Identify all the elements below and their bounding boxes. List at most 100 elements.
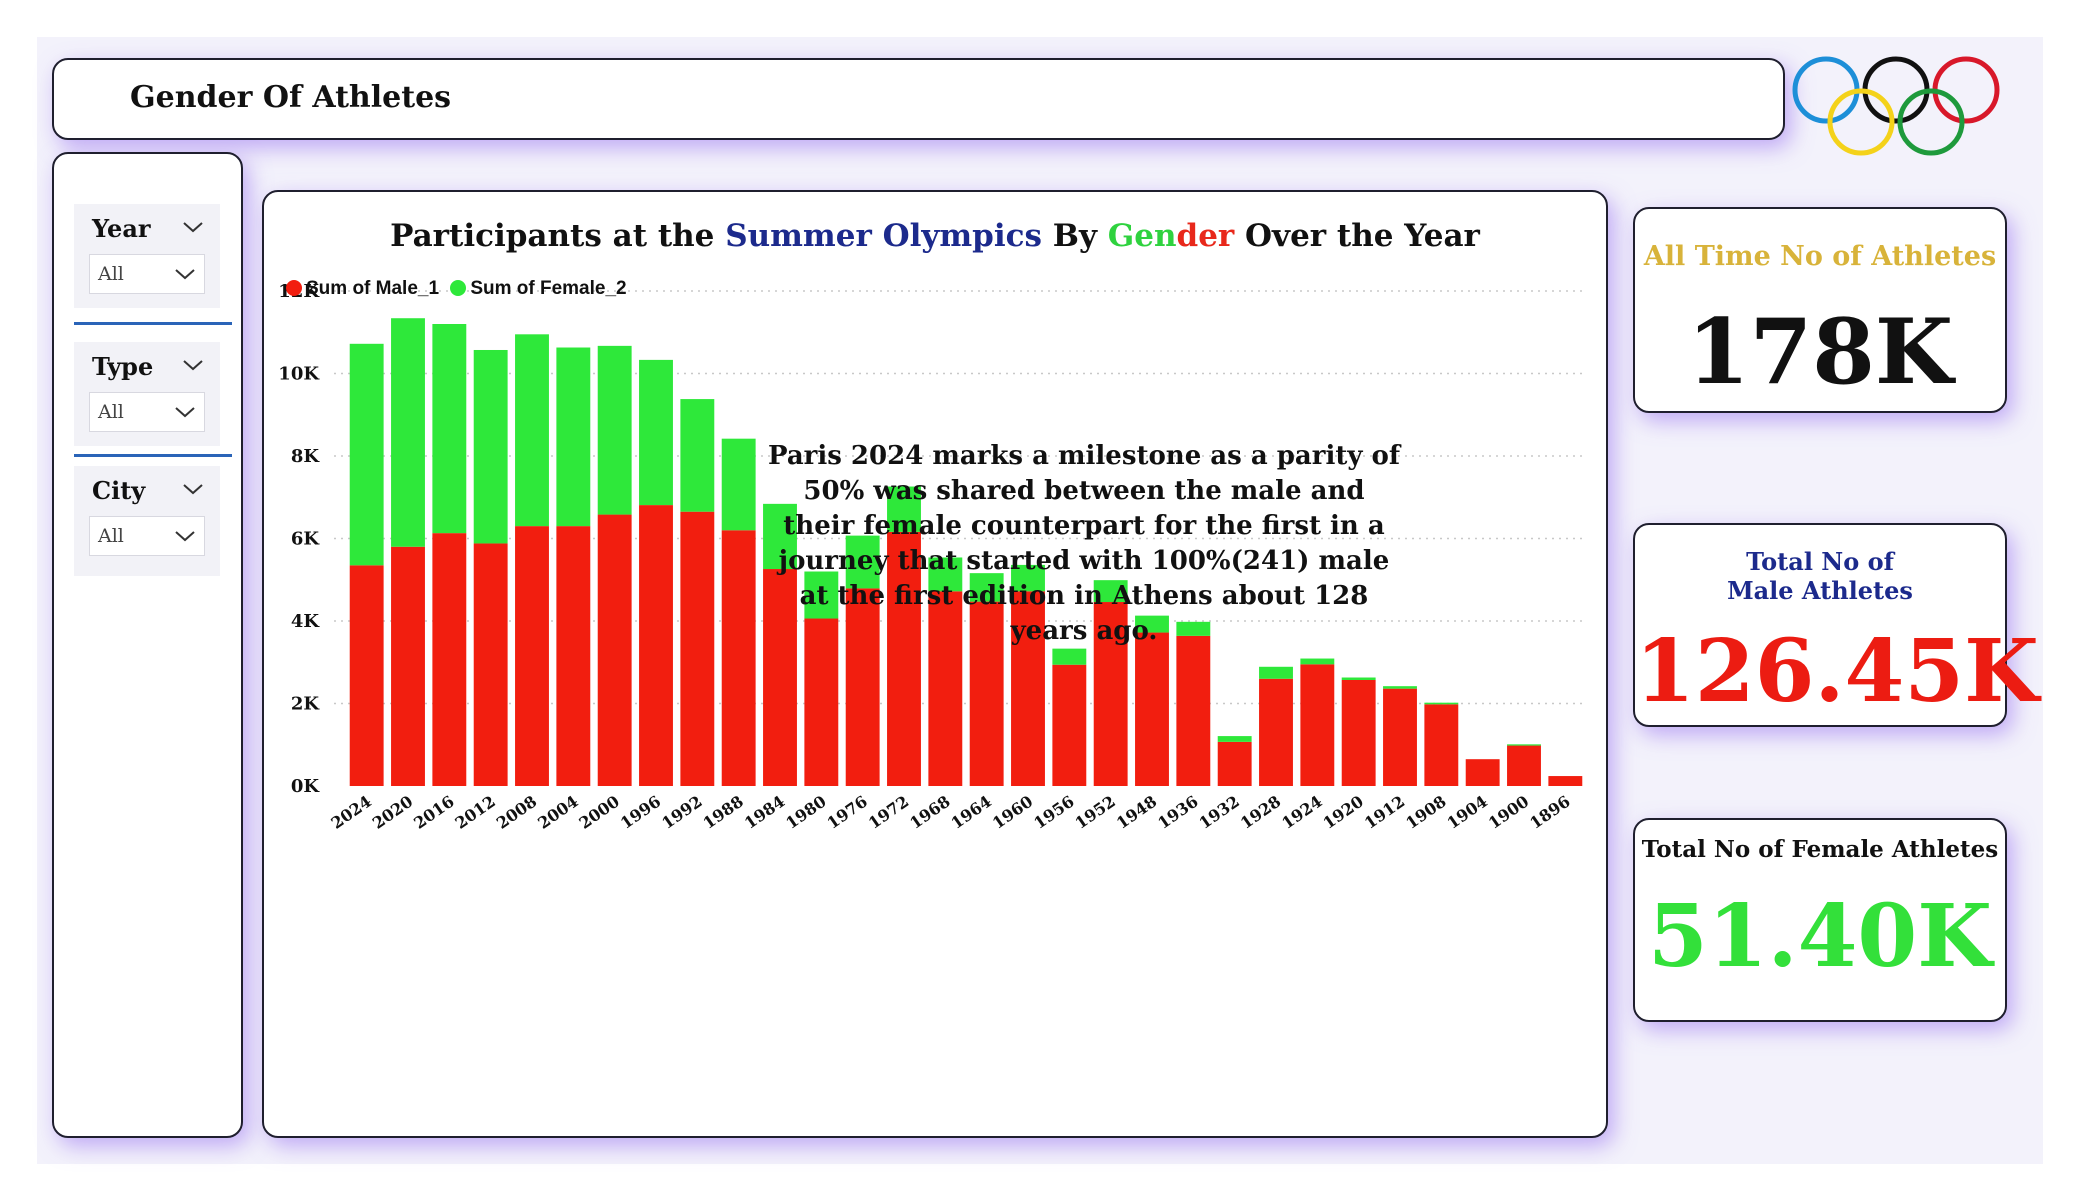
x-tick-label: 2008 — [493, 792, 540, 833]
bar-female-1928 — [1259, 666, 1293, 679]
chart-title-part: Over the Year — [1234, 218, 1480, 254]
x-tick-label: 1920 — [1320, 792, 1367, 833]
x-tick-label: 1924 — [1278, 792, 1325, 833]
bar-male-1996 — [639, 505, 673, 786]
y-tick-label: 4K — [291, 611, 321, 632]
legend-item-male[interactable]: Sum of Male_1 — [286, 278, 439, 300]
kpi-male-athletes-label: Total No of Male Athletes — [1727, 547, 1913, 605]
ring-green — [1897, 88, 1965, 156]
kpi-female-athletes-card: Total No of Female Athletes 51.40K — [1633, 818, 2007, 1022]
kpi-female-athletes-label: Total No of Female Athletes — [1641, 836, 1999, 863]
x-tick-label: 1972 — [865, 792, 912, 833]
bar-male-1912 — [1383, 688, 1417, 786]
bar-female-1976 — [845, 535, 880, 589]
chart-title-part: Participants at the — [390, 218, 726, 254]
chart-annotation: Paris 2024 marks a milestone as a parity… — [767, 441, 1401, 646]
bar-male-1972 — [887, 531, 921, 786]
kpi-male-athletes-card: Total No of Male Athletes 126.45K — [1633, 523, 2039, 727]
chevron-down-icon[interactable] — [182, 220, 204, 234]
bar-male-2020 — [391, 546, 425, 786]
kpi-all-athletes-card: All Time No of Athletes 178K — [1633, 207, 2007, 413]
type-dropdown-value: All — [98, 401, 124, 423]
bar-female-2012 — [473, 349, 508, 544]
kpi-all-athletes-value: 178K — [1686, 299, 1954, 405]
bar-male-1984 — [763, 569, 797, 786]
x-tick-label: 2016 — [410, 792, 457, 833]
chart-title-highlight: Gen — [1107, 218, 1177, 254]
chevron-down-icon[interactable] — [174, 405, 196, 419]
chevron-down-icon[interactable] — [182, 358, 204, 372]
x-tick-label: 1988 — [700, 792, 747, 833]
bar-female-1900 — [1507, 744, 1541, 746]
x-tick-label: 1908 — [1402, 792, 1449, 833]
bar-female-1956 — [1052, 648, 1087, 665]
type-slicer-label: Type — [92, 352, 154, 381]
bar-female-1964 — [969, 573, 1004, 602]
city-slicer-label: City — [92, 476, 146, 505]
chevron-down-icon[interactable] — [174, 267, 196, 281]
bar-female-1912 — [1383, 686, 1417, 689]
chevron-down-icon[interactable] — [174, 529, 196, 543]
bar-female-1952 — [1093, 580, 1128, 603]
legend-dot-female — [450, 280, 467, 296]
x-tick-label: 1928 — [1237, 792, 1284, 833]
gender-chart-card: 0K2K4K6K8K10K12K202420202016201220082004… — [262, 190, 1608, 1138]
x-tick-label: 1952 — [1072, 792, 1119, 833]
legend-dot-male — [286, 280, 302, 296]
x-tick-label: 2024 — [328, 792, 375, 833]
slicer-divider — [74, 454, 232, 457]
type-dropdown[interactable]: All — [89, 392, 205, 432]
type-slicer[interactable]: Type All — [74, 342, 220, 446]
kpi-male-athletes-value: 126.45K — [1635, 621, 2039, 722]
x-tick-label: 1956 — [1030, 792, 1077, 833]
ring-blue — [1792, 56, 1860, 124]
chart-title-highlight: der — [1176, 218, 1235, 254]
bar-male-2008 — [515, 526, 549, 786]
bar-female-2024 — [349, 343, 384, 566]
x-tick-label: 1932 — [1196, 792, 1243, 833]
x-tick-label: 1948 — [1113, 792, 1160, 833]
ring-black — [1862, 56, 1930, 124]
x-tick-label: 1992 — [658, 792, 705, 833]
y-tick-label: 8K — [291, 446, 321, 467]
y-tick-label: 10K — [278, 364, 320, 385]
bar-male-1964 — [969, 601, 1004, 786]
x-tick-label: 2012 — [452, 792, 499, 833]
x-tick-label: 1912 — [1361, 792, 1408, 833]
year-slicer[interactable]: Year All — [74, 204, 220, 308]
bar-male-1936 — [1176, 635, 1211, 786]
chart-title: Participants at the Summer Olympics By G… — [264, 218, 1606, 254]
bar-female-1984 — [763, 503, 797, 570]
chart-title-part: By — [1041, 218, 1108, 254]
legend-label-male: Sum of Male_1 — [306, 278, 440, 299]
bar-female-1980 — [804, 571, 839, 619]
bar-male-1956 — [1052, 664, 1087, 786]
bar-male-1900 — [1507, 745, 1541, 786]
bar-female-2008 — [515, 334, 549, 527]
x-tick-label: 1900 — [1485, 792, 1532, 833]
x-tick-label: 1960 — [989, 792, 1036, 833]
bar-female-1948 — [1135, 615, 1169, 633]
stacked-bar-chart: 0K2K4K6K8K10K12K202420202016201220082004… — [278, 281, 1586, 833]
year-dropdown-value: All — [98, 263, 124, 285]
x-tick-label: 1904 — [1444, 792, 1491, 833]
legend-item-female[interactable]: Sum of Female_2 — [450, 278, 627, 300]
bar-female-1988 — [721, 438, 756, 531]
bar-male-1976 — [845, 588, 880, 786]
x-tick-label: 1980 — [782, 792, 829, 833]
year-dropdown[interactable]: All — [89, 254, 205, 294]
city-dropdown[interactable]: All — [89, 516, 205, 556]
chevron-down-icon[interactable] — [182, 482, 204, 496]
bar-male-2012 — [473, 543, 508, 786]
bar-female-1968 — [928, 557, 963, 592]
y-tick-label: 6K — [291, 529, 321, 550]
bar-male-1968 — [928, 591, 963, 786]
bar-female-2004 — [556, 347, 591, 527]
x-tick-label: 2020 — [369, 792, 416, 833]
bar-male-2004 — [556, 526, 591, 786]
chart-title-highlight: Summer Olympics — [725, 218, 1042, 254]
kpi-all-athletes-label: All Time No of Athletes — [1643, 241, 1997, 272]
bar-male-1928 — [1259, 678, 1293, 786]
bar-male-1908 — [1424, 704, 1459, 786]
city-slicer[interactable]: City All — [74, 466, 220, 576]
